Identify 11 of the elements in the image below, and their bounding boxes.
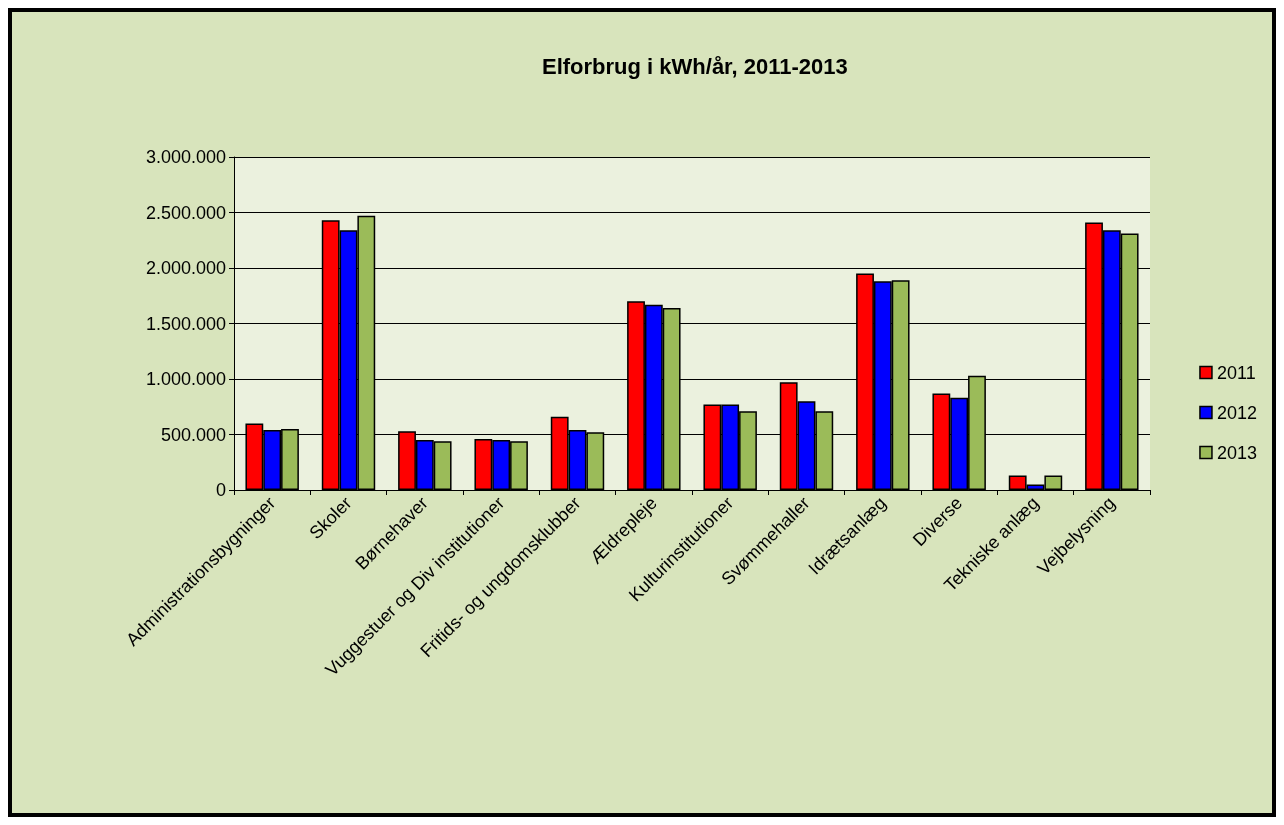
legend-label: 2011 <box>1216 362 1256 383</box>
y-tick-label: 3.000.000 <box>145 147 226 167</box>
legend-label: 2012 <box>1216 402 1257 423</box>
y-tick-label: 1.000.000 <box>145 369 226 389</box>
y-tick-label: 500.000 <box>160 424 226 445</box>
y-tick-label: 0 <box>215 480 226 500</box>
y-tick-label: 2.500.000 <box>145 202 226 223</box>
legend-label: 2013 <box>1216 442 1257 463</box>
y-tick-label: 1.500.000 <box>145 313 226 334</box>
y-tick-label: 2.000.000 <box>145 258 226 278</box>
chart-title: Elforbrug i kWh/år, 2011-2013 <box>542 53 848 79</box>
